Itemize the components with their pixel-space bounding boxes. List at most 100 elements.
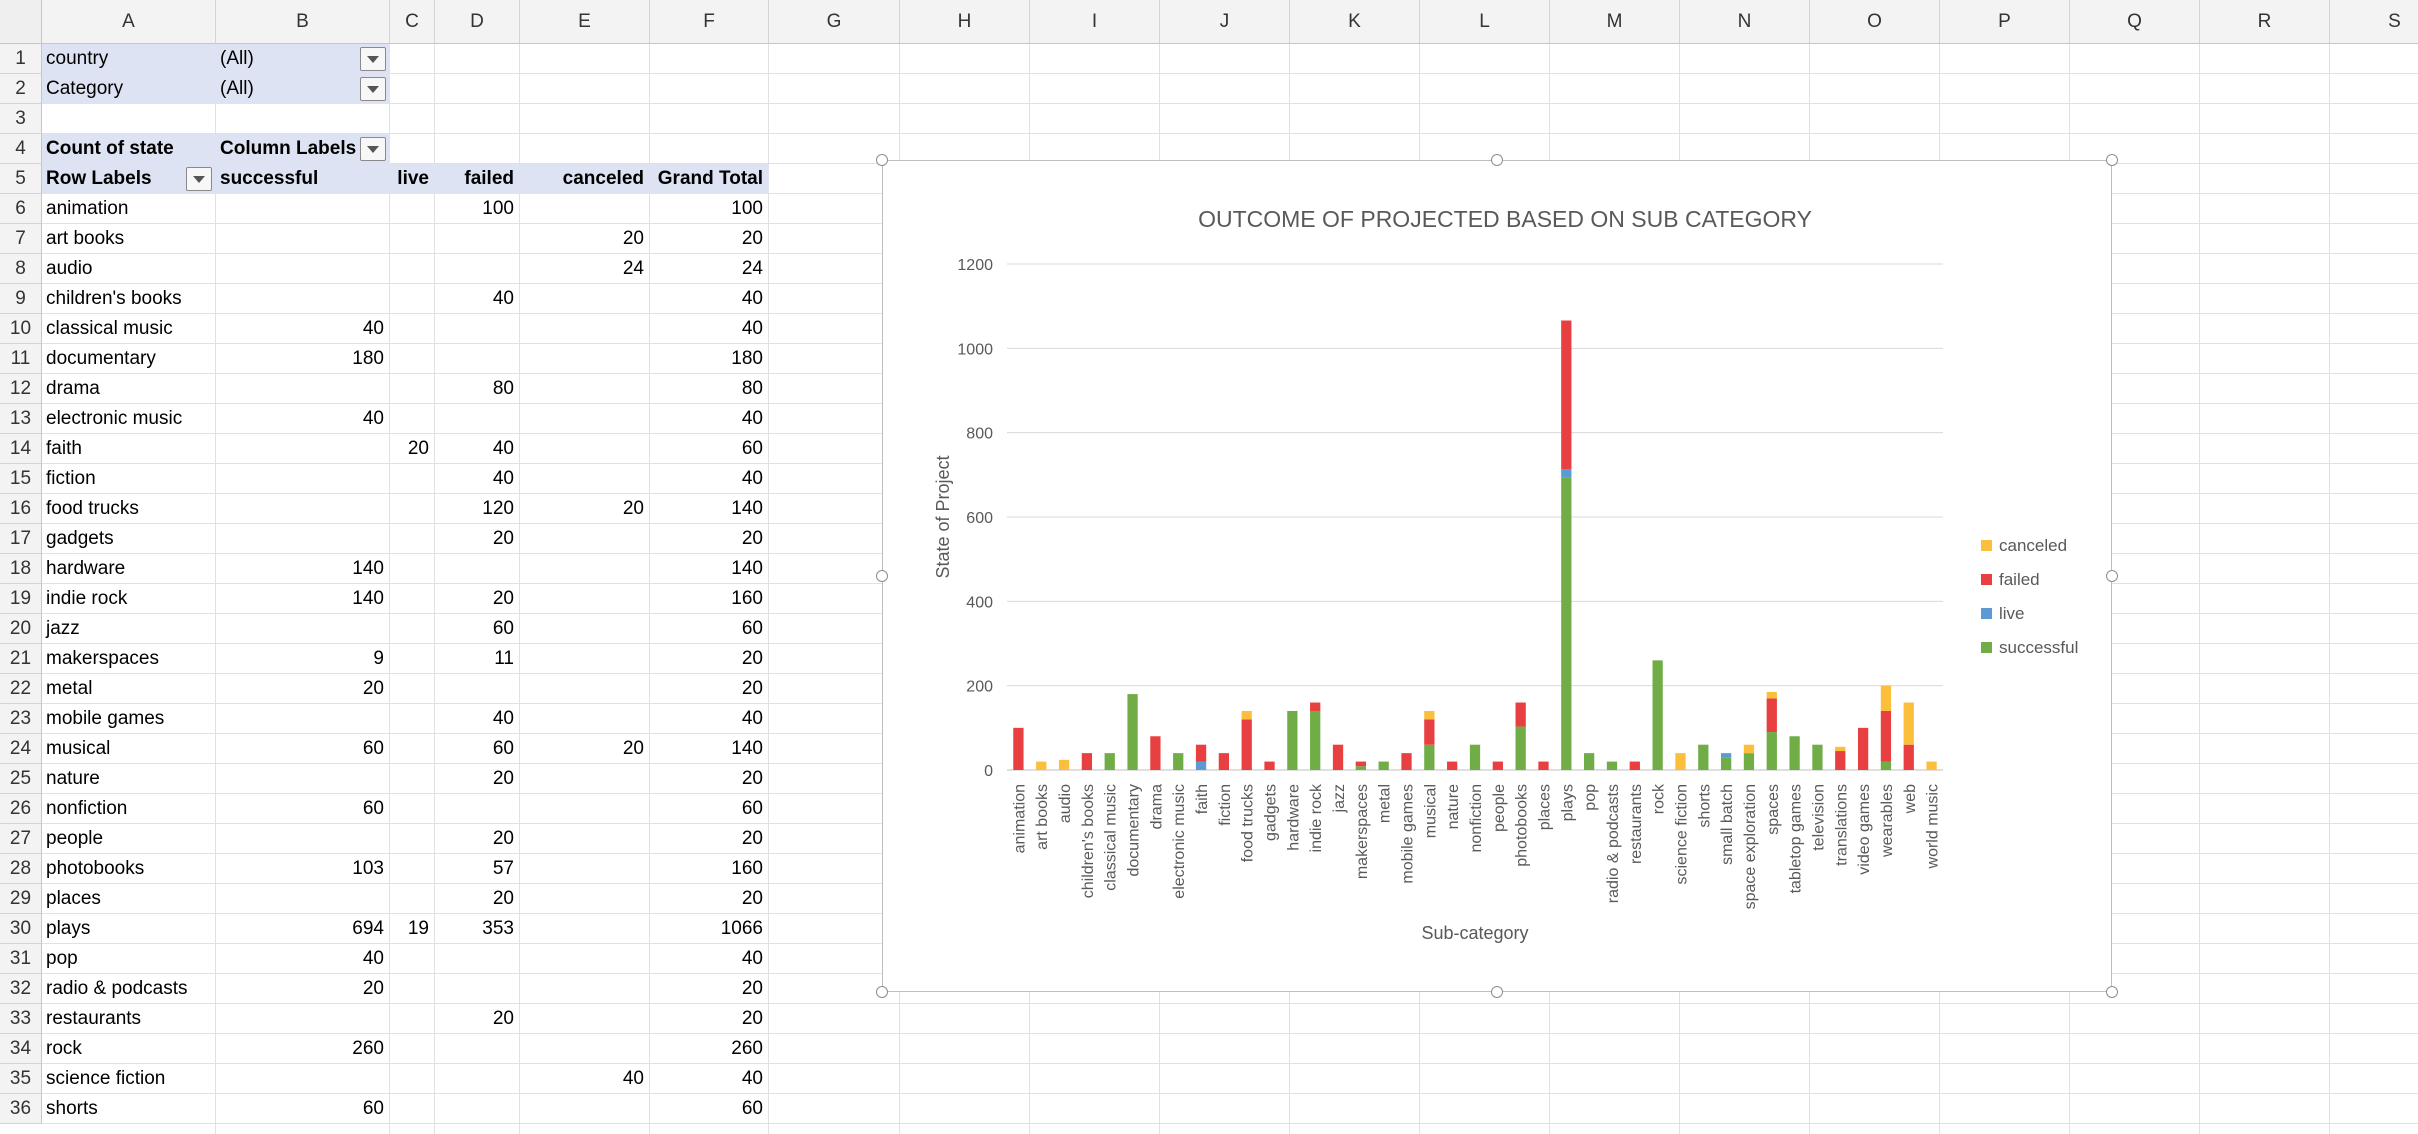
pivot-value-cell[interactable]: 60 xyxy=(362,738,384,759)
row-header-26[interactable]: 26 xyxy=(0,794,42,824)
pivot-value-cell[interactable]: 100 xyxy=(731,198,763,219)
row-header-3[interactable]: 3 xyxy=(0,104,42,134)
pivot-row-label[interactable]: jazz xyxy=(46,618,80,639)
row-header-22[interactable]: 22 xyxy=(0,674,42,704)
pivot-value-cell[interactable]: 60 xyxy=(362,1098,384,1119)
row-header-16[interactable]: 16 xyxy=(0,494,42,524)
row-header-30[interactable]: 30 xyxy=(0,914,42,944)
column-header-n[interactable]: N xyxy=(1680,0,1810,44)
pivot-value-cell[interactable]: 80 xyxy=(741,378,763,399)
row-header-17[interactable]: 17 xyxy=(0,524,42,554)
chart-resize-handle[interactable] xyxy=(876,986,888,998)
row-header-35[interactable]: 35 xyxy=(0,1064,42,1094)
chart-resize-handle[interactable] xyxy=(2106,154,2118,166)
pivot-value-cell[interactable]: 180 xyxy=(352,348,384,369)
filter-dropdown-button[interactable] xyxy=(360,77,386,101)
pivot-value-cell[interactable]: 20 xyxy=(741,678,763,699)
pivot-row-label[interactable]: audio xyxy=(46,258,93,279)
column-header-d[interactable]: D xyxy=(435,0,520,44)
pivot-value-cell[interactable]: 60 xyxy=(741,798,763,819)
pivot-value-cell[interactable]: 80 xyxy=(492,378,514,399)
filter-label[interactable]: Category xyxy=(46,78,124,99)
pivot-column-header[interactable]: Grand Total xyxy=(657,168,763,189)
pivot-value-cell[interactable]: 260 xyxy=(352,1038,384,1059)
row-header-6[interactable]: 6 xyxy=(0,194,42,224)
row-header-14[interactable]: 14 xyxy=(0,434,42,464)
pivot-value-cell[interactable]: 40 xyxy=(362,408,384,429)
pivot-value-cell[interactable]: 100 xyxy=(482,198,514,219)
row-header-33[interactable]: 33 xyxy=(0,1004,42,1034)
pivot-row-label[interactable]: musical xyxy=(46,738,111,759)
row-header-10[interactable]: 10 xyxy=(0,314,42,344)
row-header-8[interactable]: 8 xyxy=(0,254,42,284)
pivot-value-cell[interactable]: 260 xyxy=(731,1038,763,1059)
pivot-value-cell[interactable]: 40 xyxy=(741,708,763,729)
pivot-value-cell[interactable]: 20 xyxy=(741,768,763,789)
pivot-value-cell[interactable]: 20 xyxy=(741,228,763,249)
pivot-row-label[interactable]: rock xyxy=(46,1038,82,1059)
pivot-row-label[interactable]: science fiction xyxy=(46,1068,166,1089)
pivot-row-label[interactable]: mobile games xyxy=(46,708,165,729)
pivot-column-header[interactable]: failed xyxy=(464,168,514,189)
pivot-value-cell[interactable]: 40 xyxy=(741,288,763,309)
pivot-column-header[interactable]: canceled xyxy=(562,168,644,189)
pivot-row-label[interactable]: drama xyxy=(46,378,100,399)
pivot-value-cell[interactable]: 103 xyxy=(352,858,384,879)
pivot-value-cell[interactable]: 20 xyxy=(741,978,763,999)
column-header-g[interactable]: G xyxy=(769,0,900,44)
row-header-25[interactable]: 25 xyxy=(0,764,42,794)
select-all-corner[interactable] xyxy=(0,0,42,44)
column-header-m[interactable]: M xyxy=(1550,0,1680,44)
pivot-row-label[interactable]: shorts xyxy=(46,1098,98,1119)
pivot-row-label[interactable]: gadgets xyxy=(46,528,114,549)
pivot-value-cell[interactable]: 60 xyxy=(362,798,384,819)
column-header-r[interactable]: R xyxy=(2200,0,2330,44)
pivot-row-label[interactable]: food trucks xyxy=(46,498,139,519)
row-header-27[interactable]: 27 xyxy=(0,824,42,854)
row-header-18[interactable]: 18 xyxy=(0,554,42,584)
column-header-s[interactable]: S xyxy=(2330,0,2418,44)
pivot-row-label[interactable]: radio & podcasts xyxy=(46,978,188,999)
pivot-row-label[interactable]: children's books xyxy=(46,288,182,309)
pivot-value-cell[interactable]: 20 xyxy=(492,768,514,789)
pivot-row-label[interactable]: pop xyxy=(46,948,78,969)
pivot-value-cell[interactable]: 20 xyxy=(492,528,514,549)
pivot-value-cell[interactable]: 20 xyxy=(492,828,514,849)
pivot-column-labels[interactable]: Column Labels xyxy=(220,138,357,159)
row-header-5[interactable]: 5 xyxy=(0,164,42,194)
pivot-value-cell[interactable]: 20 xyxy=(362,978,384,999)
row-header-2[interactable]: 2 xyxy=(0,74,42,104)
pivot-value-cell[interactable]: 40 xyxy=(741,318,763,339)
pivot-value-cell[interactable]: 60 xyxy=(741,438,763,459)
pivot-value-cell[interactable]: 1066 xyxy=(720,918,763,939)
pivot-value-cell[interactable]: 20 xyxy=(741,828,763,849)
chart-resize-handle[interactable] xyxy=(876,570,888,582)
column-labels-sort-filter-button[interactable] xyxy=(360,137,386,161)
pivot-value-cell[interactable]: 180 xyxy=(731,348,763,369)
pivot-value-cell[interactable]: 40 xyxy=(362,948,384,969)
pivot-row-label[interactable]: documentary xyxy=(46,348,156,369)
column-header-h[interactable]: H xyxy=(900,0,1030,44)
pivot-value-cell[interactable]: 40 xyxy=(492,438,514,459)
pivot-column-header[interactable]: live xyxy=(397,168,429,189)
pivot-row-label[interactable]: photobooks xyxy=(46,858,145,879)
column-header-a[interactable]: A xyxy=(42,0,216,44)
pivot-value-cell[interactable]: 24 xyxy=(741,258,763,279)
column-header-l[interactable]: L xyxy=(1420,0,1550,44)
pivot-value-cell[interactable]: 9 xyxy=(373,648,384,669)
pivot-value-cell[interactable]: 120 xyxy=(482,498,514,519)
filter-value[interactable]: (All) xyxy=(220,48,254,69)
pivot-row-label[interactable]: indie rock xyxy=(46,588,128,609)
column-header-k[interactable]: K xyxy=(1290,0,1420,44)
column-header-e[interactable]: E xyxy=(520,0,650,44)
row-header-32[interactable]: 32 xyxy=(0,974,42,1004)
row-labels-filter-button[interactable] xyxy=(186,167,212,191)
pivot-row-label[interactable]: art books xyxy=(46,228,125,249)
pivot-row-label[interactable]: nature xyxy=(46,768,100,789)
chart-resize-handle[interactable] xyxy=(876,154,888,166)
pivot-value-cell[interactable]: 40 xyxy=(492,708,514,729)
pivot-value-cell[interactable]: 20 xyxy=(622,228,644,249)
column-header-b[interactable]: B xyxy=(216,0,390,44)
pivot-value-cell[interactable]: 19 xyxy=(407,918,429,939)
